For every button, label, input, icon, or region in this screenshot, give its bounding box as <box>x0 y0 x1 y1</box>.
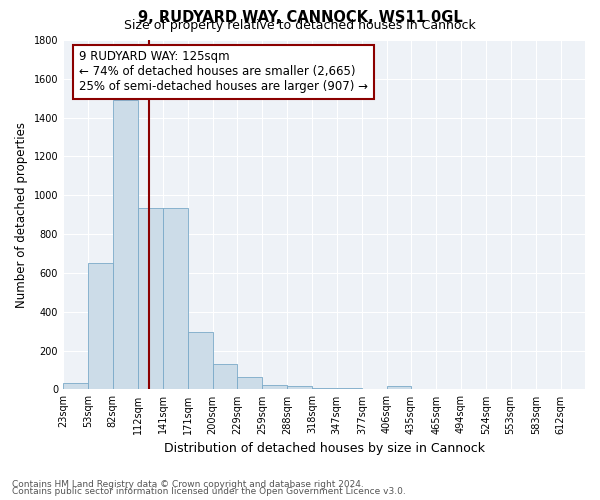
Bar <box>312 388 337 390</box>
Bar <box>113 100 138 390</box>
Text: 9, RUDYARD WAY, CANNOCK, WS11 0GL: 9, RUDYARD WAY, CANNOCK, WS11 0GL <box>137 10 463 25</box>
Bar <box>262 385 287 390</box>
Bar <box>163 208 188 390</box>
Text: Contains public sector information licensed under the Open Government Licence v3: Contains public sector information licen… <box>12 487 406 496</box>
Bar <box>138 208 163 390</box>
Bar <box>237 377 262 390</box>
Text: Size of property relative to detached houses in Cannock: Size of property relative to detached ho… <box>124 19 476 32</box>
Bar <box>188 332 212 390</box>
Bar <box>287 386 312 390</box>
Text: Contains HM Land Registry data © Crown copyright and database right 2024.: Contains HM Land Registry data © Crown c… <box>12 480 364 489</box>
Bar <box>212 364 237 390</box>
Bar <box>337 388 362 390</box>
Text: 9 RUDYARD WAY: 125sqm
← 74% of detached houses are smaller (2,665)
25% of semi-d: 9 RUDYARD WAY: 125sqm ← 74% of detached … <box>79 50 368 94</box>
Y-axis label: Number of detached properties: Number of detached properties <box>15 122 28 308</box>
Bar <box>88 263 113 390</box>
Bar <box>63 382 88 390</box>
Bar <box>362 389 386 390</box>
X-axis label: Distribution of detached houses by size in Cannock: Distribution of detached houses by size … <box>164 442 485 455</box>
Bar <box>386 386 411 390</box>
